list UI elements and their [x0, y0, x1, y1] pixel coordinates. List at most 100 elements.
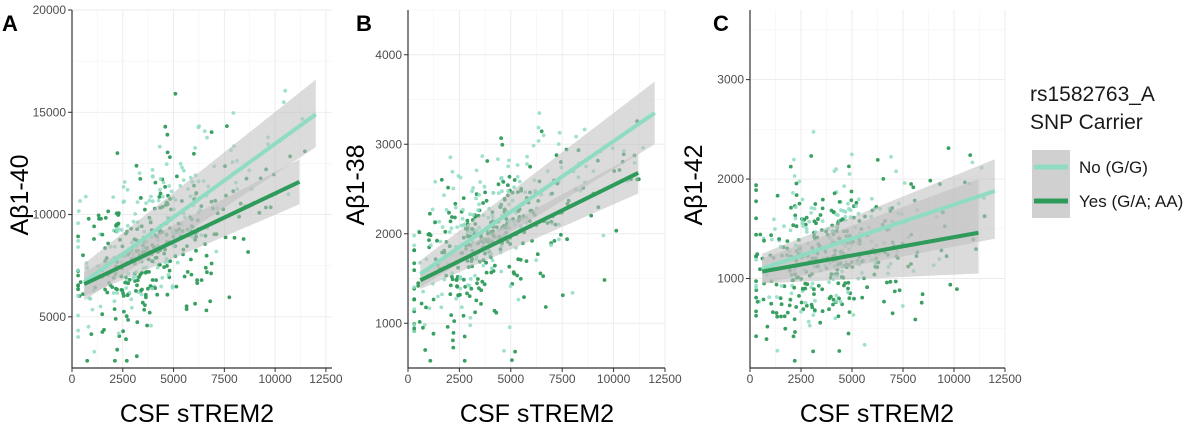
x-tick-label: 7500 — [890, 372, 917, 386]
point-no — [856, 197, 861, 202]
legend-label-yes: Yes (G/A; AA) — [1079, 192, 1183, 211]
point-yes — [86, 216, 91, 221]
point-no — [506, 189, 510, 194]
point-yes — [791, 334, 796, 339]
point-no — [121, 185, 126, 189]
point-yes — [106, 209, 111, 214]
point-no — [158, 177, 163, 181]
point-no — [793, 205, 798, 210]
point-no — [536, 125, 541, 130]
point-yes — [461, 277, 466, 282]
point-yes — [777, 237, 781, 241]
point-no — [490, 258, 495, 263]
x-tick-label: 12500 — [309, 372, 343, 386]
point-no — [772, 217, 776, 222]
point-yes — [788, 164, 793, 169]
fit-line-yes — [83, 180, 301, 286]
point-no — [800, 220, 805, 225]
point-no — [412, 329, 417, 334]
panel-a-letter: A — [2, 11, 18, 36]
point-yes — [232, 235, 237, 240]
point-no — [508, 284, 513, 288]
point-no — [449, 226, 454, 231]
point-no — [894, 169, 898, 174]
point-yes — [452, 319, 457, 323]
point-no — [116, 331, 121, 336]
panel-a: A 0 2500 5000 7500 10000 12500 5000 10000 15000 2… — [2, 3, 343, 425]
point-yes — [837, 349, 842, 353]
point-no — [150, 168, 155, 172]
point-yes — [423, 348, 428, 352]
point-yes — [451, 345, 456, 350]
point-yes — [115, 151, 120, 156]
point-yes — [158, 191, 163, 196]
point-no — [468, 212, 472, 217]
point-yes — [785, 310, 790, 315]
point-no — [754, 285, 758, 290]
point-yes — [439, 177, 444, 182]
point-yes — [412, 268, 417, 273]
point-yes — [515, 273, 520, 278]
point-no — [806, 319, 811, 324]
point-no — [502, 348, 506, 353]
point-no — [515, 163, 520, 167]
point-yes — [755, 299, 760, 304]
point-no — [150, 286, 155, 291]
point-yes — [787, 303, 792, 308]
point-no — [774, 295, 779, 299]
point-yes — [227, 295, 232, 300]
point-no — [773, 227, 777, 231]
point-no — [847, 172, 852, 176]
point-yes — [837, 296, 841, 301]
point-yes — [445, 325, 450, 329]
point-yes — [754, 232, 758, 237]
point-no — [800, 197, 805, 202]
point-yes — [846, 280, 851, 285]
point-yes — [614, 228, 619, 233]
point-no — [180, 165, 185, 170]
point-no — [849, 152, 854, 157]
point-yes — [769, 301, 774, 306]
point-yes — [203, 265, 208, 270]
point-yes — [948, 282, 953, 287]
point-no — [150, 199, 155, 204]
point-yes — [754, 216, 758, 221]
point-no — [481, 263, 486, 268]
point-yes — [451, 331, 456, 335]
point-yes — [476, 277, 480, 281]
point-yes — [793, 330, 797, 334]
point-yes — [473, 310, 477, 315]
point-no — [76, 268, 80, 272]
x-tick-label: 5000 — [839, 372, 866, 386]
point-yes — [485, 159, 490, 163]
point-yes — [754, 309, 758, 314]
point-no — [791, 191, 795, 195]
panel-c-letter: C — [713, 11, 729, 36]
point-no — [843, 214, 848, 219]
point-no — [557, 130, 562, 135]
point-yes — [794, 193, 799, 198]
point-no — [160, 275, 165, 280]
point-yes — [81, 253, 85, 258]
panel-b-x-title: CSF sTREM2 — [460, 400, 614, 425]
point-no — [838, 299, 843, 304]
x-tick-label: 10000 — [937, 372, 971, 386]
point-no — [525, 162, 529, 166]
point-no — [197, 124, 202, 128]
point-yes — [814, 221, 818, 226]
point-yes — [816, 283, 821, 288]
point-yes — [135, 320, 140, 325]
point-yes — [443, 229, 448, 234]
point-yes — [92, 237, 96, 241]
point-yes — [500, 142, 505, 147]
point-no — [468, 277, 473, 281]
point-no — [205, 135, 209, 140]
point-yes — [100, 312, 105, 317]
point-no — [124, 286, 129, 290]
point-no — [482, 184, 487, 189]
point-no — [83, 194, 88, 199]
point-yes — [143, 207, 147, 212]
point-no — [807, 219, 812, 224]
point-no — [76, 313, 80, 318]
point-yes — [431, 331, 436, 336]
